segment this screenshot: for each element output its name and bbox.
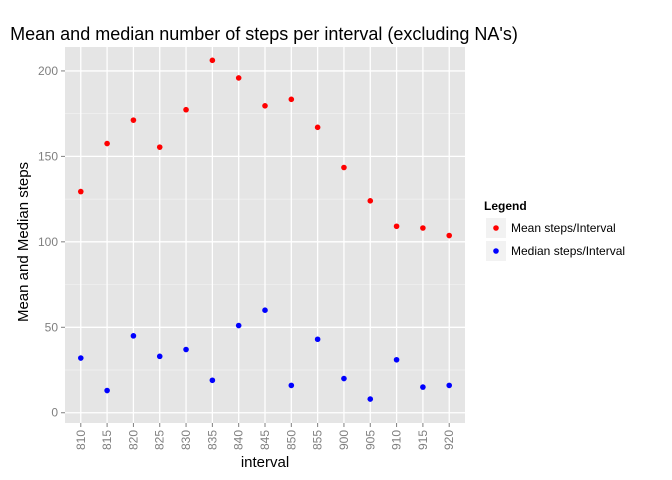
y-tick-label: 0	[51, 406, 58, 420]
x-axis: 810 815 820 825 830 835 840 845 850 855 900 905 910 9…	[74, 423, 456, 450]
x-tick-label: 825	[153, 430, 167, 450]
x-tick-label: 905	[363, 430, 377, 450]
mean-point	[209, 57, 216, 64]
x-tick-label: 830	[179, 430, 193, 450]
mean-point	[262, 102, 268, 109]
median-point	[446, 382, 453, 389]
legend-title: Legend	[484, 199, 527, 213]
chart-title: Mean and median number of steps per inte…	[10, 24, 518, 44]
mean-point	[341, 164, 347, 171]
mean-point	[104, 140, 110, 147]
data-points	[77, 57, 453, 402]
mean-point	[446, 232, 453, 239]
x-tick-label: 840	[232, 430, 246, 450]
median-point	[235, 322, 242, 329]
mean-point	[77, 188, 84, 195]
median-point	[420, 384, 426, 390]
x-tick-label: 845	[258, 430, 272, 450]
y-tick-label: 50	[45, 320, 59, 334]
mean-point	[367, 198, 374, 204]
y-axis-title: Mean and Median steps	[15, 162, 32, 322]
legend-label: Median steps/Interval	[511, 244, 625, 258]
median-point	[130, 333, 137, 339]
legend: Legend Mean steps/Interval Median steps/I…	[484, 199, 625, 261]
y-tick-label: 150	[38, 149, 58, 163]
y-axis: 0 50 100 150 200	[38, 64, 65, 420]
mean-point	[235, 75, 242, 81]
median-point	[104, 387, 110, 394]
x-tick-label: 915	[416, 430, 430, 450]
median-point	[393, 356, 400, 363]
x-axis-title: interval	[241, 454, 289, 471]
median-point	[341, 375, 347, 382]
grid-lines	[65, 47, 465, 423]
x-tick-label: 820	[126, 430, 140, 450]
x-tick-label: 855	[311, 430, 325, 450]
median-point	[77, 355, 84, 361]
median-point	[156, 353, 163, 360]
legend-marker	[493, 225, 499, 231]
y-tick-label: 200	[38, 64, 58, 78]
x-tick-label: 815	[100, 430, 114, 450]
x-tick-label: 920	[442, 430, 456, 450]
mean-point	[156, 144, 163, 150]
legend-label: Mean steps/Interval	[511, 221, 616, 235]
median-point	[288, 382, 295, 389]
legend-marker	[493, 248, 499, 254]
x-tick-label: 900	[337, 430, 351, 450]
x-tick-label: 850	[284, 430, 298, 450]
mean-point	[183, 106, 189, 113]
median-point	[367, 396, 374, 402]
mean-point	[314, 124, 321, 131]
mean-point	[393, 223, 400, 230]
x-tick-label: 910	[390, 430, 404, 450]
x-tick-label: 835	[205, 430, 219, 450]
mean-point	[130, 117, 137, 123]
median-point	[209, 377, 216, 384]
median-point	[183, 346, 189, 353]
y-tick-label: 100	[38, 235, 58, 249]
median-point	[314, 336, 321, 343]
median-point	[262, 307, 268, 314]
x-tick-label: 810	[74, 430, 88, 450]
mean-point	[288, 96, 295, 103]
mean-point	[420, 225, 426, 231]
